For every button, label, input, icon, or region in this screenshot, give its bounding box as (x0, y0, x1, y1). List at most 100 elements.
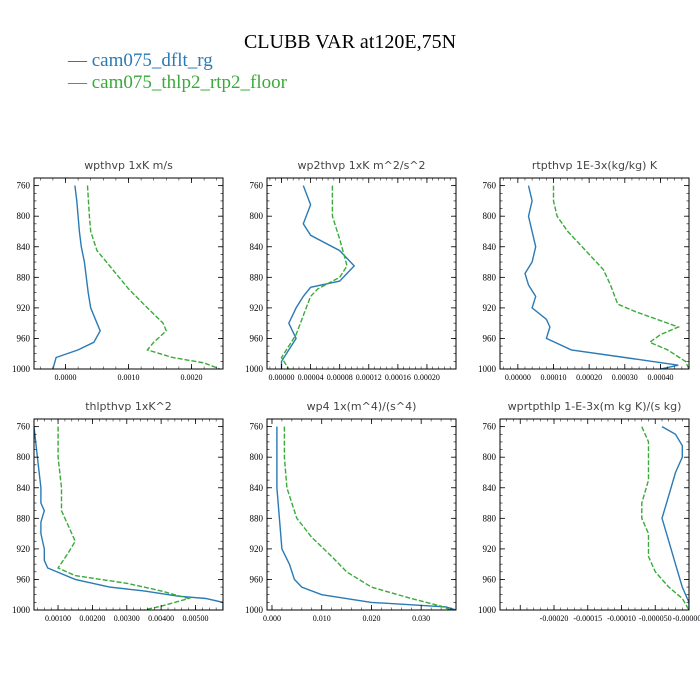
y-tick-label: 960 (17, 333, 31, 343)
y-tick-label: 800 (483, 211, 497, 221)
y-tick-label: 920 (483, 303, 497, 313)
series-line-floor (57, 426, 192, 610)
x-tick-label: 0.020 (362, 614, 380, 623)
x-tick-label: 0.00000 (269, 373, 295, 382)
y-tick-label: 760 (17, 181, 31, 191)
x-tick-label: 0.00016 (385, 373, 411, 382)
y-tick-label: 880 (17, 272, 31, 282)
y-tick-label: 840 (483, 242, 497, 252)
panel-0: wpthvp 1xK m/s 760 800 840 880 920 960 1000 0.00… (12, 159, 224, 382)
y-tick-label: 920 (17, 544, 31, 554)
series-line-floor (552, 185, 689, 369)
plot-frame (266, 177, 457, 370)
y-tick-label: 840 (17, 242, 31, 252)
y-tick-label: 760 (17, 422, 31, 432)
y-tick-label: 840 (17, 483, 31, 493)
y-tick-label: 1000 (245, 605, 264, 615)
panel-title: rtpthvp 1E-3x(kg/kg) K (532, 159, 658, 172)
plot-frame (499, 177, 690, 370)
y-tick-label: 920 (250, 303, 264, 313)
x-tick-label: -0.00015 (573, 614, 602, 623)
series-line-floor (283, 426, 452, 610)
y-tick-label: 760 (250, 181, 264, 191)
y-tick-label: 1000 (478, 605, 497, 615)
x-tick-label: -0.000050 (639, 614, 672, 623)
x-tick-label: -0.00010 (607, 614, 636, 623)
y-tick-label: 800 (483, 452, 497, 462)
y-tick-label: 960 (483, 574, 497, 584)
x-tick-label: 0.00030 (612, 373, 638, 382)
y-tick-label: 880 (250, 272, 264, 282)
y-tick-label: 840 (483, 483, 497, 493)
y-tick-label: 800 (17, 211, 31, 221)
y-tick-label: 960 (17, 574, 31, 584)
series-line-floor (641, 426, 689, 610)
y-tick-label: 920 (17, 303, 31, 313)
x-tick-label: 0.000 (263, 614, 281, 623)
series-line-dflt (524, 185, 679, 369)
panel-title: thlpthvp 1xK^2 (85, 400, 172, 413)
y-tick-label: 960 (483, 333, 497, 343)
y-tick-label: 840 (250, 483, 264, 493)
panel-4: wp4 1x(m^4)/(s^4)76080084088092096010000… (245, 400, 457, 623)
x-tick-label: 0.00010 (540, 373, 566, 382)
panel-1: wp2thvp 1xK m^2/s^2 760 800 840 880 920 960 100… (245, 159, 457, 382)
x-tick-label: 0.00100 (45, 614, 71, 623)
plot-frame (33, 418, 224, 611)
panel-5: wprtpthlp 1-E-3x(m kg K)/(s kg) 760 800 840… (478, 400, 700, 623)
plot-frame (33, 177, 224, 370)
plot-frame (499, 418, 690, 611)
y-tick-label: 1000 (245, 364, 264, 374)
x-tick-label: 0.00300 (114, 614, 140, 623)
series-line-floor (280, 185, 348, 369)
series-line-dflt (280, 185, 356, 369)
x-tick-label: 0.010 (313, 614, 331, 623)
x-tick-label: 0.00008 (327, 373, 353, 382)
series-line-dflt (276, 426, 456, 610)
x-tick-label: 0.0020 (181, 373, 203, 382)
x-tick-label: 0.00400 (148, 614, 174, 623)
x-tick-label: 0.00020 (414, 373, 440, 382)
x-tick-label: -0.00020 (540, 614, 569, 623)
legend-entry-floor: — cam075_thlp2_rtp2_floor (68, 72, 287, 93)
y-tick-label: 760 (483, 181, 497, 191)
y-tick-label: 840 (250, 242, 264, 252)
x-tick-label: 0.00200 (79, 614, 105, 623)
y-tick-label: 880 (483, 513, 497, 523)
panel-title: wp2thvp 1xK m^2/s^2 (297, 159, 425, 172)
y-tick-label: 920 (483, 544, 497, 554)
panel-2: rtpthvp 1E-3x(kg/kg) K 760 800 840 880 920 960… (478, 159, 690, 382)
series-line-dflt (661, 425, 689, 610)
x-tick-label: 0.030 (412, 614, 430, 623)
x-tick-label: 0.00040 (647, 373, 673, 382)
x-tick-label: 0.00004 (298, 373, 324, 382)
y-tick-label: 960 (250, 574, 264, 584)
y-tick-label: 800 (17, 452, 31, 462)
y-tick-label: 760 (483, 422, 497, 432)
y-tick-label: 960 (250, 333, 264, 343)
x-tick-label: 0.00500 (183, 614, 209, 623)
panel-3: thlpthvp 1xK^2 760 800 840 880 920 960 1000 0.00… (12, 400, 224, 623)
y-tick-label: 1000 (12, 364, 31, 374)
panel-title: wp4 1x(m^4)/(s^4) (307, 400, 417, 413)
y-tick-label: 880 (250, 513, 264, 523)
x-tick-label: 0.0000 (55, 373, 77, 382)
y-tick-label: 1000 (478, 364, 497, 374)
y-tick-label: 880 (483, 272, 497, 282)
y-tick-label: 800 (250, 452, 264, 462)
y-tick-label: 800 (250, 211, 264, 221)
figure-title: CLUBB VAR at120E,75N (243, 31, 457, 53)
series-line-floor (86, 185, 221, 369)
legend-entry-dflt: — cam075_dflt_rg (68, 50, 213, 71)
x-tick-label: 0.00012 (356, 373, 382, 382)
series-line-dflt (34, 426, 223, 610)
panel-title: wprtpthlp 1-E-3x(m kg K)/(s kg) (508, 400, 682, 413)
y-tick-label: 920 (250, 544, 264, 554)
y-tick-label: 760 (250, 422, 264, 432)
y-tick-label: 880 (17, 513, 31, 523)
series-line-dflt (52, 185, 101, 369)
y-tick-label: 1000 (12, 605, 31, 615)
x-tick-label: 0.0010 (118, 373, 140, 382)
